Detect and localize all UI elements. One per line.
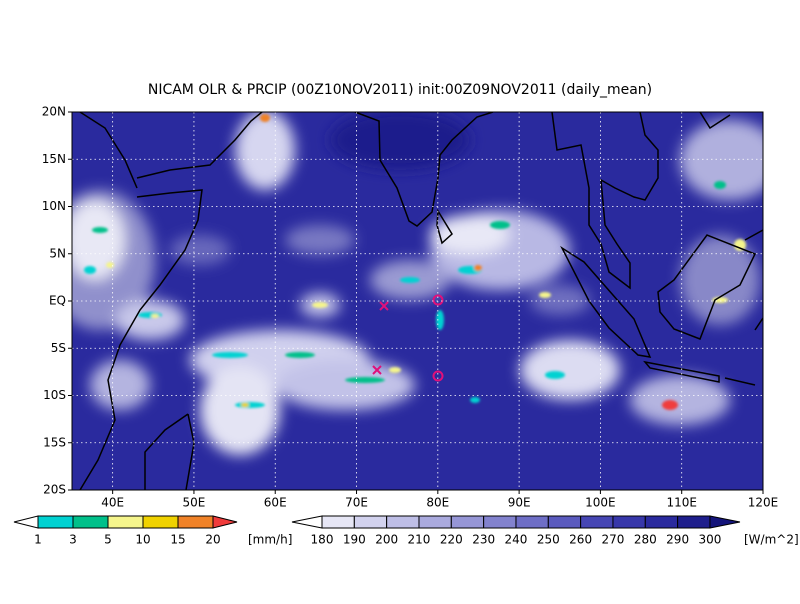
lat-tick-label: 10N: [42, 199, 66, 213]
colorbar-label: 20: [205, 533, 220, 547]
markers: [372, 294, 444, 382]
map-field: [72, 112, 763, 490]
colorbar-swatch: [353, 515, 388, 529]
lat-tick-label: 10S: [43, 388, 66, 402]
lat-tick-label: EQ: [49, 294, 66, 308]
lon-tick-label: 90E: [508, 496, 531, 510]
colorbar-unit: [W/m^2]: [744, 533, 799, 547]
colorbar-swatch: [483, 515, 517, 529]
colorbar-label: 3: [69, 533, 77, 547]
lon-tick-label: 40E: [101, 496, 124, 510]
lon-tick-label: 110E: [666, 496, 697, 510]
colorbar-label: 5: [104, 533, 112, 547]
colorbar-label: 190: [343, 533, 366, 547]
lon-tick-label: 80E: [426, 496, 449, 510]
lat-tick-label: 15S: [43, 435, 66, 449]
colorbar-swatch: [709, 515, 741, 529]
colorbar-swatch: [13, 515, 39, 529]
colorbar-label: 10: [135, 533, 150, 547]
lon-tick-label: 50E: [183, 496, 206, 510]
colorbar-label: 220: [440, 533, 463, 547]
colorbar-swatch: [212, 515, 238, 529]
colorbar-swatch: [37, 515, 74, 529]
colorbar-unit: [mm/h]: [248, 533, 292, 547]
colorbar-label: 260: [569, 533, 592, 547]
colorbar-label: 300: [699, 533, 722, 547]
lat-tick-label: 5S: [51, 341, 66, 355]
colorbar-swatch: [612, 515, 646, 529]
coastlines: [79, 112, 763, 490]
colorbar-label: 280: [634, 533, 657, 547]
lat-tick-label: 15N: [42, 152, 66, 166]
lon-tick-label: 120E: [748, 496, 779, 510]
colorbar-swatch: [177, 515, 214, 529]
lat-tick-label: 20N: [42, 105, 66, 119]
colorbar-swatch: [580, 515, 614, 529]
colorbar-label: 15: [170, 533, 185, 547]
colorbar-label: 200: [375, 533, 398, 547]
colorbar-swatch: [72, 515, 109, 529]
colorbar-label: 250: [537, 533, 560, 547]
colorbar-swatch: [107, 515, 144, 529]
colorbar-swatch: [677, 515, 711, 529]
lat-tick-label: 5N: [49, 246, 66, 260]
ocean-background: [72, 112, 763, 490]
colorbar-swatch: [644, 515, 679, 529]
colorbar-label: 1: [34, 533, 42, 547]
lon-tick-label: 70E: [345, 496, 368, 510]
colorbar-label: 230: [472, 533, 495, 547]
colorbar-label: 240: [505, 533, 528, 547]
colorbar-label: 210: [408, 533, 431, 547]
colorbar-swatch: [291, 515, 323, 529]
lon-tick-label: 60E: [264, 496, 287, 510]
colorbar-swatch: [386, 515, 420, 529]
lat-tick-label: 20S: [43, 483, 66, 497]
colorbar-swatch: [142, 515, 179, 529]
colorbar-label: 180: [311, 533, 334, 547]
colorbar-swatch: [450, 515, 485, 529]
lon-tick-label: 100E: [585, 496, 616, 510]
colorbar-swatch: [321, 515, 355, 529]
colorbar-label: 270: [602, 533, 625, 547]
colorbar-swatch: [418, 515, 452, 529]
colorbar-swatch: [547, 515, 582, 529]
grid: [72, 112, 763, 490]
colorbar-swatch: [515, 515, 549, 529]
title: NICAM OLR & PRCIP (00Z10NOV2011) init:00…: [148, 82, 652, 98]
colorbar-label: 290: [666, 533, 689, 547]
